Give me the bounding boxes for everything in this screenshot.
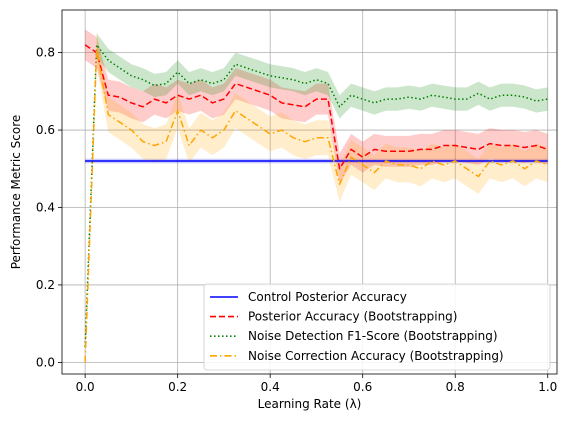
series-2-line <box>84 44 548 170</box>
y-tick-label: 0.4 <box>36 200 55 214</box>
plot-frame <box>61 9 558 375</box>
y-axis-label: Performance Metric Score <box>9 115 23 270</box>
x-tick-label: 0.4 <box>261 380 280 394</box>
x-tick-label: 1.0 <box>538 380 557 394</box>
x-tick-label: 0.8 <box>446 380 465 394</box>
legend: Control Posterior Accuracy Posterior Accu… <box>203 283 551 371</box>
series-lines <box>84 44 548 363</box>
series-3-band <box>96 33 548 119</box>
legend-box <box>203 283 551 371</box>
legend-label-3: Noise Detection F1-Score (Bootstrapping) <box>248 329 498 343</box>
series-3-line <box>84 44 548 347</box>
x-tick-label: 0.0 <box>76 380 95 394</box>
x-axis-label: Learning Rate (λ) <box>258 397 362 411</box>
series-2-band <box>85 29 548 185</box>
grid <box>62 10 557 374</box>
x-tick-label: 0.6 <box>353 380 372 394</box>
y-tick-label: 0.8 <box>36 46 55 60</box>
legend-label-1: Control Posterior Accuracy <box>248 290 407 304</box>
x-tick-label: 0.2 <box>168 380 187 394</box>
y-tick-label: 0.2 <box>36 278 55 292</box>
y-tick-label: 0.6 <box>36 123 55 137</box>
series-4-band <box>96 31 548 202</box>
y-tick-label: 0.0 <box>36 355 55 369</box>
legend-label-4: Noise Correction Accuracy (Bootstrapping… <box>248 349 504 363</box>
axis-ticks: 0.0 0.2 0.4 0.6 0.8 1.0 0.0 0.2 0.4 0.6 0.8 <box>36 46 557 394</box>
series-4-line <box>84 47 548 363</box>
legend-label-2: Posterior Accuracy (Bootstrapping) <box>248 310 457 324</box>
